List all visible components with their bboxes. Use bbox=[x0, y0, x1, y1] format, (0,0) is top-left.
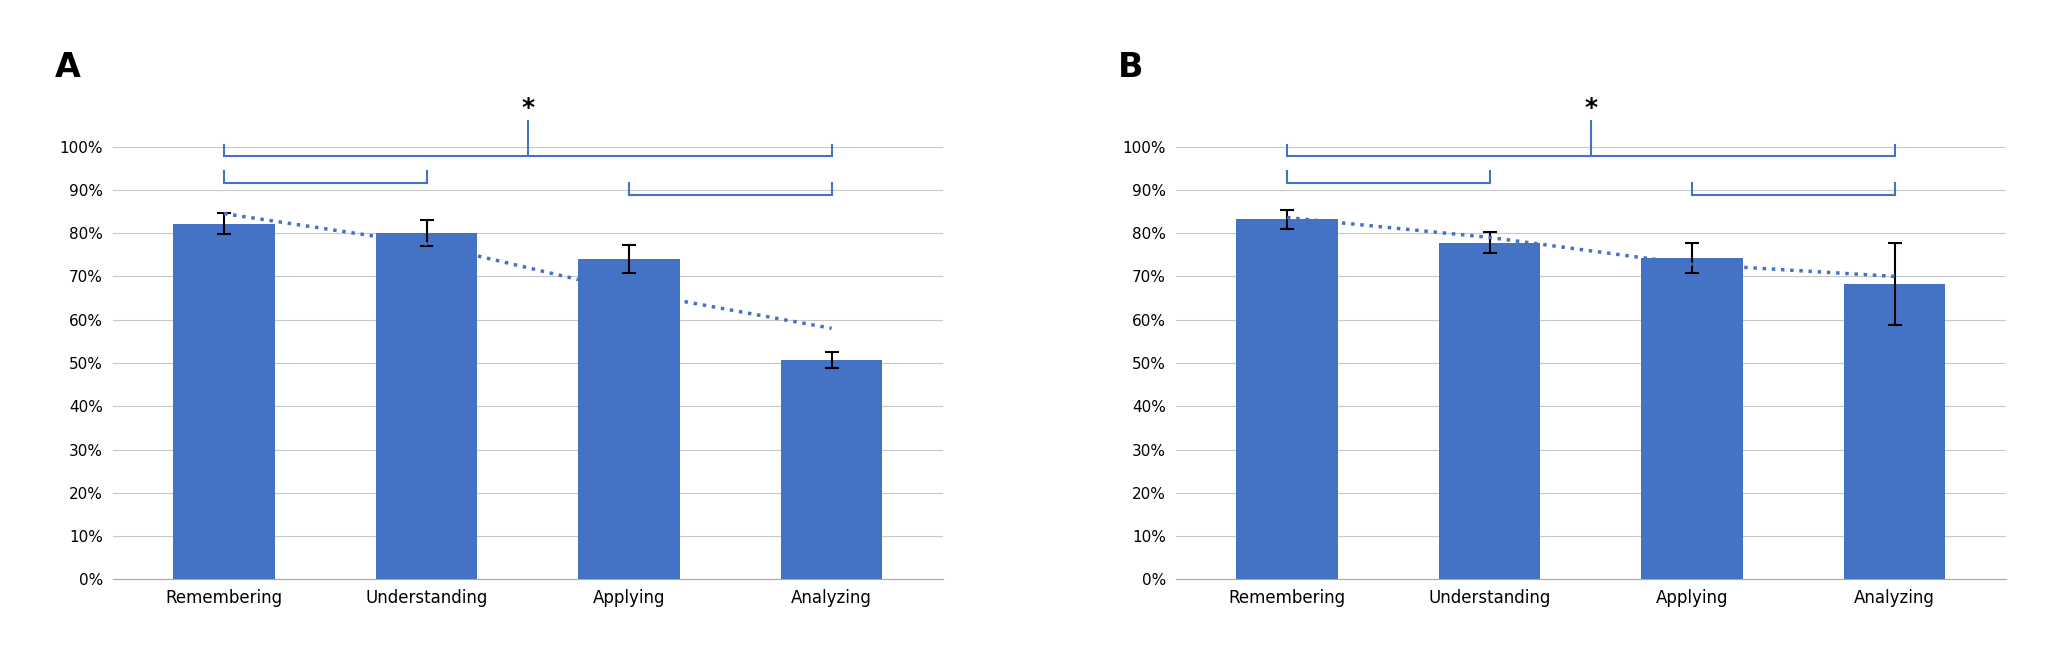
Bar bbox=[1236, 219, 1337, 579]
Text: B: B bbox=[1118, 51, 1142, 85]
Bar bbox=[174, 224, 274, 579]
Bar bbox=[1642, 258, 1742, 579]
Text: *: * bbox=[1584, 96, 1597, 120]
Text: *: * bbox=[522, 96, 534, 120]
Bar bbox=[1439, 242, 1539, 579]
Text: A: A bbox=[55, 51, 80, 85]
Bar bbox=[782, 360, 882, 579]
Bar bbox=[377, 233, 477, 579]
Bar bbox=[579, 259, 680, 579]
Bar bbox=[1844, 284, 1945, 579]
